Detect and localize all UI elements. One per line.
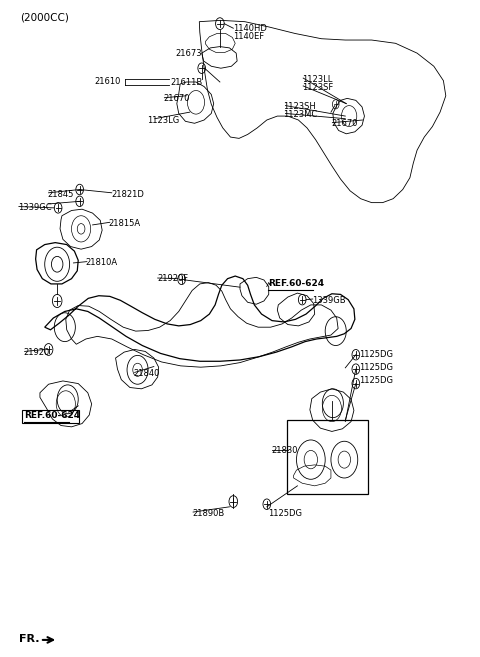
Text: 1125DG: 1125DG [359, 363, 393, 373]
Text: 21810A: 21810A [86, 258, 118, 267]
Text: 21920: 21920 [24, 348, 50, 357]
Text: FR.: FR. [19, 634, 39, 645]
Text: 1123LG: 1123LG [147, 116, 179, 125]
Text: 21890B: 21890B [192, 509, 224, 518]
Text: (2000CC): (2000CC) [20, 12, 69, 22]
Text: 1123LL: 1123LL [302, 75, 333, 84]
Text: 21670: 21670 [163, 94, 190, 103]
Text: 1125DG: 1125DG [268, 509, 302, 518]
Text: 21670: 21670 [331, 120, 358, 129]
Text: 1339GB: 1339GB [312, 296, 346, 305]
Text: 1140EF: 1140EF [233, 32, 264, 41]
Text: 1339GC: 1339GC [18, 203, 51, 212]
Text: 21840: 21840 [134, 369, 160, 378]
Text: 21920F: 21920F [157, 274, 189, 283]
Text: 21610: 21610 [94, 77, 120, 86]
Text: 1123SH: 1123SH [283, 102, 316, 112]
Text: 21845: 21845 [48, 190, 74, 198]
Text: 21611B: 21611B [170, 78, 203, 87]
Text: 1123SF: 1123SF [302, 83, 334, 92]
Text: 1125DG: 1125DG [359, 350, 393, 359]
Text: 21821D: 21821D [112, 190, 144, 198]
Text: 21673: 21673 [175, 49, 202, 58]
Text: REF.60-624: REF.60-624 [268, 279, 324, 288]
Text: 1123MC: 1123MC [283, 110, 317, 120]
Bar [287, 420, 368, 493]
Text: 21830: 21830 [271, 446, 298, 455]
Text: REF.60-624: REF.60-624 [24, 411, 80, 420]
Text: 1125DG: 1125DG [359, 376, 393, 386]
Text: 1140HD: 1140HD [233, 24, 267, 33]
Text: 21815A: 21815A [108, 219, 141, 228]
